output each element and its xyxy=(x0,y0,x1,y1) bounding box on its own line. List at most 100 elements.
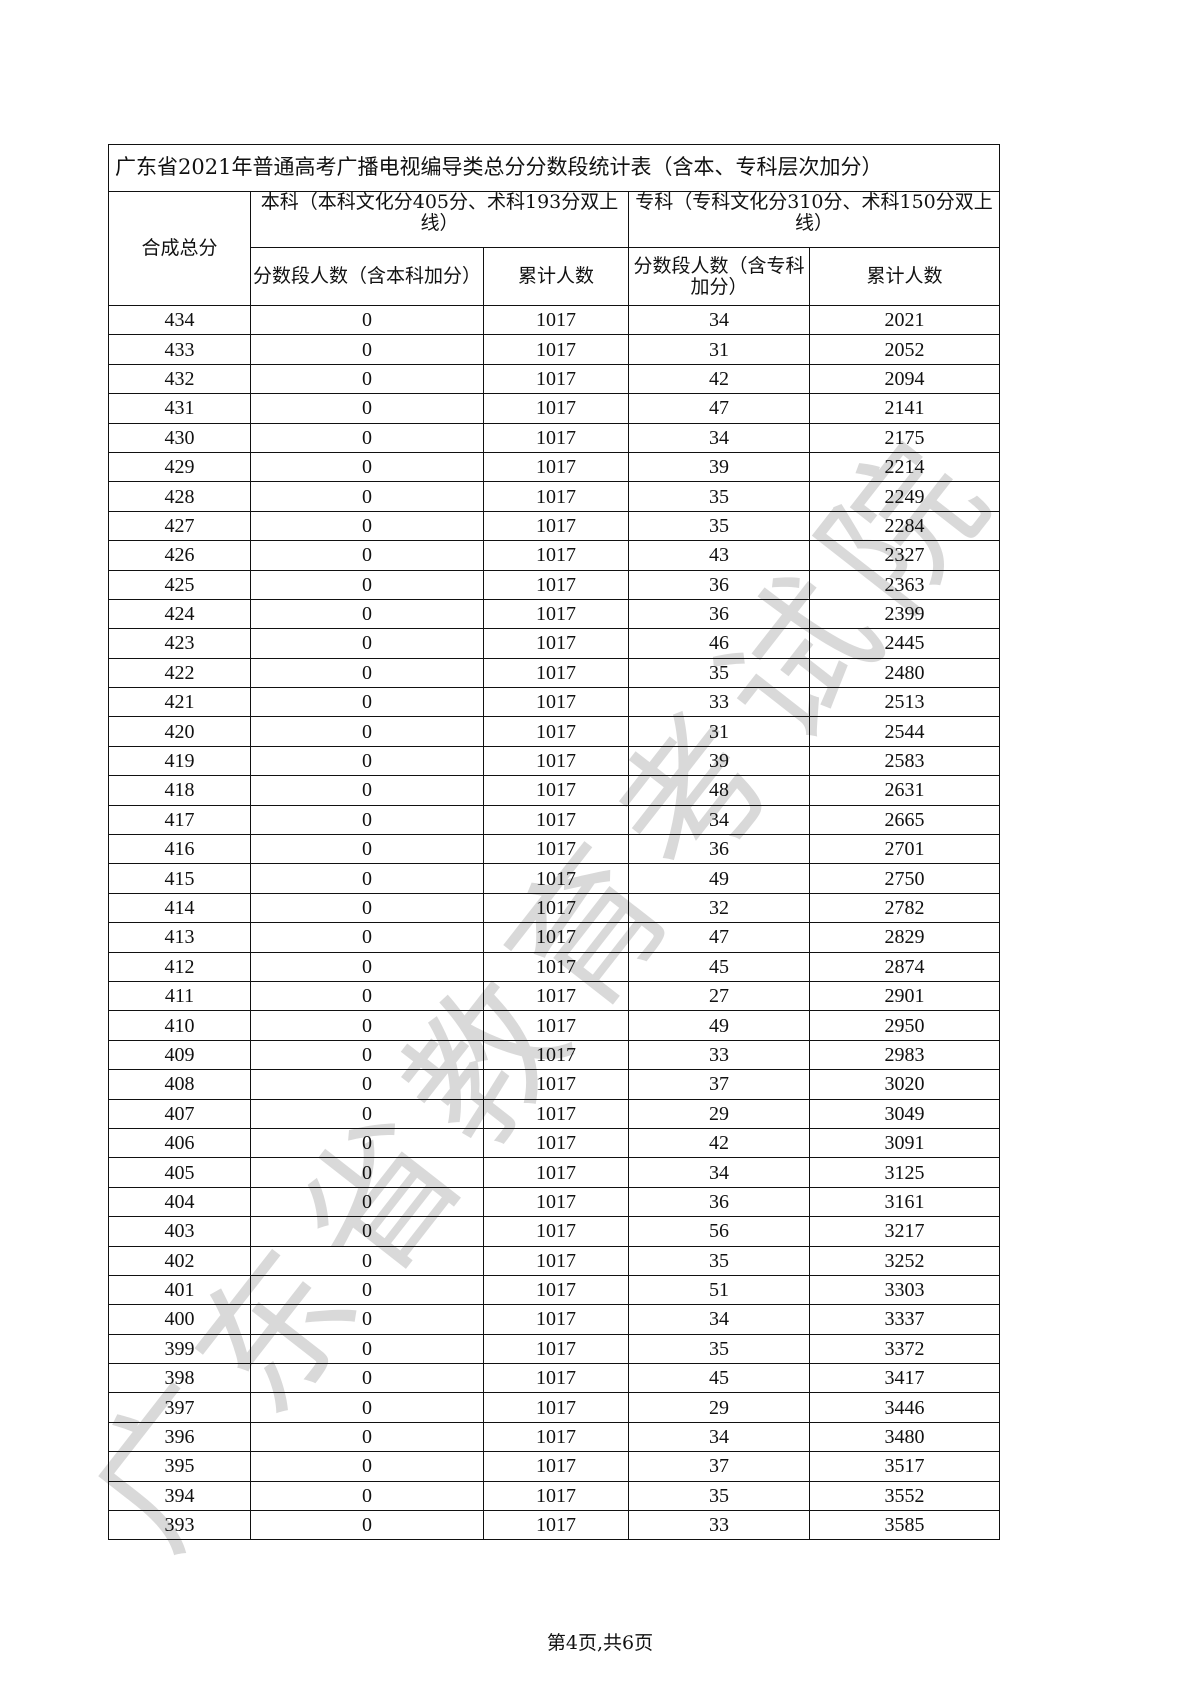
cell-benke-cumulative: 1017 xyxy=(483,451,629,483)
table-row: 424 0 1017 36 2399 xyxy=(108,598,1000,630)
cell-benke-count: 0 xyxy=(250,834,484,865)
cell-zhuanke-cumulative: 2249 xyxy=(809,481,1000,512)
cell-score: 424 xyxy=(108,598,251,630)
cell-benke-count: 0 xyxy=(250,951,484,982)
cell-zhuanke-cumulative: 2583 xyxy=(809,745,1000,777)
cell-zhuanke-count: 36 xyxy=(628,598,810,630)
cell-zhuanke-cumulative: 2214 xyxy=(809,451,1000,483)
cell-score: 419 xyxy=(108,745,251,777)
cell-benke-count: 0 xyxy=(250,1216,484,1247)
cell-zhuanke-count: 47 xyxy=(628,393,810,424)
cell-zhuanke-count: 32 xyxy=(628,892,810,924)
cell-zhuanke-count: 33 xyxy=(628,1510,810,1541)
table-row: 406 0 1017 42 3091 xyxy=(108,1127,1000,1159)
table-row: 409 0 1017 33 2983 xyxy=(108,1039,1000,1071)
cell-benke-count: 0 xyxy=(250,393,484,424)
cell-zhuanke-cumulative: 2284 xyxy=(809,510,1000,542)
cell-zhuanke-count: 34 xyxy=(628,304,810,336)
cell-zhuanke-count: 35 xyxy=(628,1333,810,1365)
cell-score: 399 xyxy=(108,1333,251,1365)
cell-zhuanke-count: 42 xyxy=(628,1127,810,1159)
cell-zhuanke-count: 51 xyxy=(628,1274,810,1306)
cell-benke-cumulative: 1017 xyxy=(483,1186,629,1218)
table-row: 395 0 1017 37 3517 xyxy=(108,1451,1000,1482)
cell-benke-cumulative: 1017 xyxy=(483,834,629,865)
cell-benke-count: 0 xyxy=(250,1069,484,1100)
cell-score: 432 xyxy=(108,363,251,395)
cell-benke-cumulative: 1017 xyxy=(483,892,629,924)
table-row: 429 0 1017 39 2214 xyxy=(108,451,1000,483)
cell-zhuanke-count: 36 xyxy=(628,834,810,865)
cell-benke-count: 0 xyxy=(250,334,484,365)
cell-zhuanke-count: 34 xyxy=(628,1421,810,1453)
cell-score: 398 xyxy=(108,1363,251,1394)
cell-score: 420 xyxy=(108,716,251,747)
cell-zhuanke-count: 43 xyxy=(628,540,810,571)
page-number: 第4页,共6页 xyxy=(546,1632,654,1654)
cell-benke-cumulative: 1017 xyxy=(483,1333,629,1365)
table-row: 420 0 1017 31 2544 xyxy=(108,716,1000,747)
cell-benke-count: 0 xyxy=(250,1127,484,1159)
cell-zhuanke-count: 36 xyxy=(628,1186,810,1218)
cell-benke-cumulative: 1017 xyxy=(483,1392,629,1423)
cell-benke-count: 0 xyxy=(250,1392,484,1423)
cell-zhuanke-cumulative: 2094 xyxy=(809,363,1000,395)
cell-zhuanke-cumulative: 3303 xyxy=(809,1274,1000,1306)
cell-zhuanke-cumulative: 3125 xyxy=(809,1157,1000,1188)
cell-zhuanke-count: 31 xyxy=(628,716,810,747)
cell-zhuanke-cumulative: 2950 xyxy=(809,1010,1000,1041)
cell-benke-count: 0 xyxy=(250,687,484,718)
cell-benke-cumulative: 1017 xyxy=(483,1157,629,1188)
cell-benke-cumulative: 1017 xyxy=(483,1480,629,1512)
table-row: 418 0 1017 48 2631 xyxy=(108,775,1000,806)
header-score: 合成总分 xyxy=(108,191,251,306)
cell-benke-count: 0 xyxy=(250,657,484,689)
cell-benke-count: 0 xyxy=(250,716,484,747)
cell-benke-cumulative: 1017 xyxy=(483,1127,629,1159)
cell-benke-cumulative: 1017 xyxy=(483,804,629,836)
cell-zhuanke-cumulative: 2363 xyxy=(809,569,1000,600)
cell-score: 405 xyxy=(108,1157,251,1188)
cell-score: 434 xyxy=(108,304,251,336)
cell-benke-count: 0 xyxy=(250,863,484,894)
cell-benke-cumulative: 1017 xyxy=(483,540,629,571)
cell-benke-cumulative: 1017 xyxy=(483,863,629,894)
table-row: 426 0 1017 43 2327 xyxy=(108,540,1000,571)
cell-benke-cumulative: 1017 xyxy=(483,1039,629,1071)
cell-benke-cumulative: 1017 xyxy=(483,1069,629,1100)
cell-score: 401 xyxy=(108,1274,251,1306)
table-row: 397 0 1017 29 3446 xyxy=(108,1392,1000,1423)
cell-benke-count: 0 xyxy=(250,922,484,953)
cell-benke-cumulative: 1017 xyxy=(483,1216,629,1247)
cell-benke-count: 0 xyxy=(250,363,484,395)
cell-zhuanke-cumulative: 3517 xyxy=(809,1451,1000,1482)
cell-benke-cumulative: 1017 xyxy=(483,481,629,512)
cell-zhuanke-count: 34 xyxy=(628,1157,810,1188)
cell-zhuanke-cumulative: 3446 xyxy=(809,1392,1000,1423)
table-row: 427 0 1017 35 2284 xyxy=(108,510,1000,542)
cell-benke-cumulative: 1017 xyxy=(483,1363,629,1394)
cell-score: 426 xyxy=(108,540,251,571)
cell-score: 393 xyxy=(108,1510,251,1541)
cell-zhuanke-count: 45 xyxy=(628,1363,810,1394)
cell-benke-count: 0 xyxy=(250,304,484,336)
cell-benke-count: 0 xyxy=(250,745,484,777)
header-benke-group: 本科（本科文化分405分、术科193分双上线） xyxy=(250,191,629,248)
cell-score: 396 xyxy=(108,1421,251,1453)
cell-benke-count: 0 xyxy=(250,892,484,924)
cell-zhuanke-count: 39 xyxy=(628,745,810,777)
cell-zhuanke-cumulative: 3480 xyxy=(809,1421,1000,1453)
table-row: 413 0 1017 47 2829 xyxy=(108,922,1000,953)
cell-zhuanke-count: 49 xyxy=(628,1010,810,1041)
table-row: 421 0 1017 33 2513 xyxy=(108,687,1000,718)
cell-benke-cumulative: 1017 xyxy=(483,1010,629,1041)
table-row: 432 0 1017 42 2094 xyxy=(108,363,1000,395)
table-row: 400 0 1017 34 3337 xyxy=(108,1304,1000,1335)
score-distribution-table: 广东省2021年普通高考广播电视编导类总分分数段统计表（含本、专科层次加分） 合… xyxy=(108,144,1000,1541)
cell-benke-count: 0 xyxy=(250,1245,484,1276)
cell-benke-count: 0 xyxy=(250,1363,484,1394)
cell-benke-cumulative: 1017 xyxy=(483,745,629,777)
cell-zhuanke-count: 35 xyxy=(628,510,810,542)
cell-benke-cumulative: 1017 xyxy=(483,304,629,336)
cell-benke-count: 0 xyxy=(250,775,484,806)
